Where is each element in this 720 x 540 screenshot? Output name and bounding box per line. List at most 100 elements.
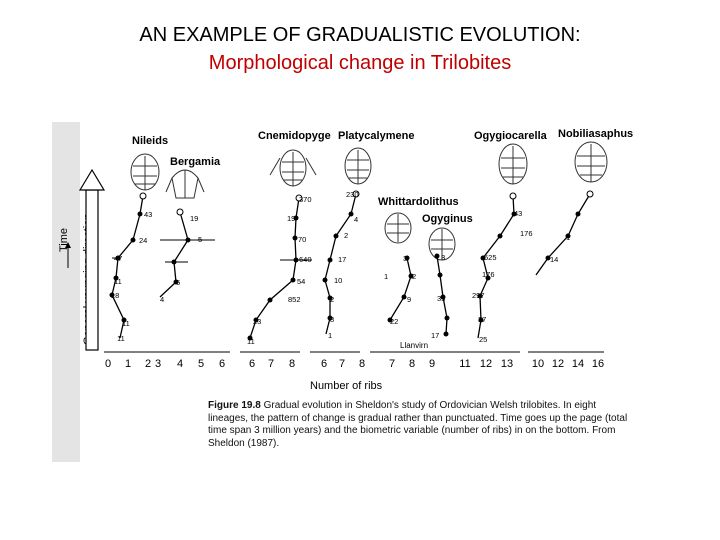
trilobite-icon-nobiliasaphus — [574, 141, 608, 183]
data-point — [477, 293, 483, 299]
x-tick: 14 — [571, 358, 585, 370]
taxon-label-ogygiocarella: Ogygiocarella — [474, 130, 547, 142]
trilobite-icon-ogygiocarella — [498, 143, 528, 185]
sample-size-label: 6 — [176, 278, 180, 287]
x-tick: 3 — [154, 358, 162, 370]
trilobite-icon-nileids — [130, 153, 160, 191]
taxon-label-nileids: Nileids — [132, 135, 169, 147]
sample-size-label: 11 — [122, 319, 130, 328]
lineage-line-nobiliasaphus — [535, 193, 591, 276]
x-tick: 6 — [218, 358, 226, 370]
taxon-label-nobiliasaphus: Nobiliasaphus — [558, 128, 634, 140]
sample-size-label: 23 — [253, 317, 261, 326]
time-arrow — [78, 168, 106, 351]
slide-subtitle: Morphological change in Trilobites — [208, 52, 512, 74]
sample-size-label: 176 — [520, 229, 533, 238]
data-point — [109, 292, 115, 298]
x-tick: 0 — [104, 358, 112, 370]
data-point — [485, 275, 491, 281]
data-point — [173, 279, 179, 285]
trilobite-icon-bergamia — [165, 169, 205, 199]
caption-figure-number: Figure 19.8 — [208, 400, 261, 411]
sample-size-label: 9 — [407, 295, 411, 304]
sample-size-label: 22 — [390, 317, 398, 326]
data-point — [586, 190, 594, 198]
sample-size-label: 54 — [297, 277, 305, 286]
sample-size-label: 5 — [198, 235, 202, 244]
trilobite-icon-whittardolithus — [384, 212, 412, 244]
trilobite-icon-cnemidopyge — [269, 149, 317, 187]
data-point — [137, 211, 143, 217]
lineage-line-ogygiocarella — [477, 195, 515, 339]
data-point — [437, 272, 443, 278]
sample-size-label: 18 — [111, 291, 119, 300]
sample-size-label: 11 — [247, 337, 255, 346]
taxon-label-ogyginus: Ogyginus — [422, 213, 473, 225]
sample-size-label: 2 — [344, 231, 348, 240]
sample-size-label: 2 — [330, 295, 334, 304]
n-label: 43 — [144, 210, 152, 219]
x-tick: 12 — [479, 358, 493, 370]
sample-size-label: 4 — [354, 215, 358, 224]
figure-caption: Figure 19.8 Gradual evolution in Sheldon… — [208, 400, 628, 450]
sample-size-label: 70 — [298, 235, 306, 244]
sample-size-label: 1 — [384, 272, 388, 281]
lineage-line-nileids — [111, 195, 144, 339]
time-arrow-head — [65, 242, 71, 248]
x-tick: 1 — [124, 358, 132, 370]
data-point — [139, 192, 147, 200]
taxon-label-whittardolithus: Whittardolithus — [378, 196, 459, 208]
sample-size-label: 176 — [482, 270, 495, 279]
lineage-line-whittardolithus — [389, 257, 412, 321]
stage-label: Llanvirn — [400, 341, 428, 350]
x-tick: 8 — [358, 358, 366, 370]
sample-size-label: 2 — [412, 272, 416, 281]
data-point — [293, 215, 299, 221]
sample-size-label: 852 — [288, 295, 301, 304]
sample-size-label: 1 — [328, 331, 332, 340]
data-point — [443, 331, 449, 337]
trilobite-icon-platycalymene — [344, 147, 372, 185]
data-point — [322, 277, 328, 283]
sample-size-label: 297 — [472, 291, 485, 300]
caption-text: Gradual evolution in Sheldon's study of … — [208, 400, 628, 449]
x-tick: 4 — [176, 358, 184, 370]
x-tick: 7 — [267, 358, 275, 370]
data-point — [348, 211, 354, 217]
sample-size-label: 640 — [299, 255, 312, 264]
x-tick: 7 — [388, 358, 396, 370]
data-point — [565, 233, 571, 239]
data-point — [444, 315, 450, 321]
data-point — [480, 255, 486, 261]
lineage-line-cnemidopyge — [249, 197, 300, 339]
sample-size-label: 8 — [330, 315, 334, 324]
lineage-line-platycalymene — [324, 193, 357, 335]
lineage-line-bergamia — [159, 211, 189, 298]
sample-size-label: 33 — [437, 294, 445, 303]
taxon-label-bergamia: Bergamia — [170, 156, 221, 168]
sample-size-label: 25 — [479, 335, 487, 344]
x-tick: 8 — [288, 358, 296, 370]
data-point — [247, 335, 253, 341]
data-point — [511, 211, 517, 217]
data-point — [509, 192, 517, 200]
x-tick: 6 — [320, 358, 328, 370]
sample-size-label: 230 — [346, 190, 359, 199]
taxon-label-cnemidopyge: Cnemidopyge — [258, 130, 331, 142]
sample-size-label: 17 — [431, 331, 439, 340]
sample-size-label: 14 — [550, 255, 558, 264]
data-point — [113, 275, 119, 281]
data-point — [545, 255, 551, 261]
data-point — [478, 317, 484, 323]
x-axis-label: Number of ribs — [310, 380, 383, 392]
sample-size-label: 19 — [190, 214, 198, 223]
data-point — [333, 233, 339, 239]
data-point — [176, 208, 184, 216]
sample-size-label: 4 — [160, 295, 164, 304]
sample-size-label: 24 — [139, 236, 147, 245]
data-point — [121, 317, 127, 323]
data-point — [295, 194, 303, 202]
x-tick: 11 — [459, 358, 471, 370]
sample-size-label: 47 — [114, 254, 122, 263]
